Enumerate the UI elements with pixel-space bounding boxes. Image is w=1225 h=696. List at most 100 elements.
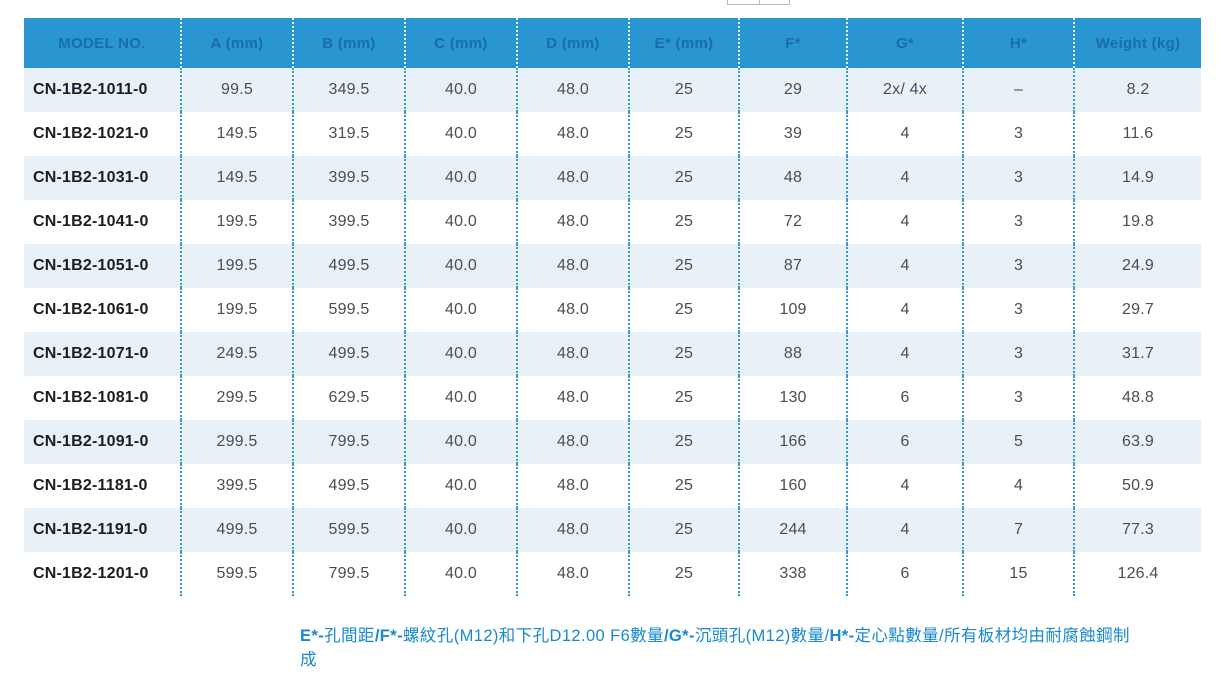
table-body: CN-1B2-1011-0 99.5 349.5 40.0 48.0 25 29 2x/ 4x…	[24, 68, 1201, 596]
value-cell: 25	[628, 288, 738, 332]
value-cell: 6	[846, 552, 962, 596]
model-no-cell: CN-1B2-1181-0	[24, 464, 180, 508]
value-cell: 25	[628, 464, 738, 508]
value-cell: 25	[628, 420, 738, 464]
value-cell: 15	[962, 552, 1073, 596]
footnote-key: /G*-	[663, 627, 695, 645]
value-cell: 39	[738, 112, 846, 156]
value-cell: 25	[628, 68, 738, 112]
value-cell: 4	[846, 464, 962, 508]
value-cell: 244	[738, 508, 846, 552]
value-cell: 3	[962, 244, 1073, 288]
value-cell: 160	[738, 464, 846, 508]
model-no-cell: CN-1B2-1091-0	[24, 420, 180, 464]
value-cell: 48	[738, 156, 846, 200]
table-row: CN-1B2-1021-0 149.5 319.5 40.0 48.0 25 39 4 3 11.…	[24, 112, 1201, 156]
table-row: CN-1B2-1071-0 249.5 499.5 40.0 48.0 25 88 4 3 31.…	[24, 332, 1201, 376]
model-no-cell: CN-1B2-1021-0	[24, 112, 180, 156]
value-cell: 2x/ 4x	[846, 68, 962, 112]
value-cell: 4	[846, 508, 962, 552]
value-cell: 7	[962, 508, 1073, 552]
value-cell: 799.5	[292, 420, 404, 464]
column-header-cmm: C (mm)	[404, 18, 516, 68]
value-cell: 629.5	[292, 376, 404, 420]
value-cell: 25	[628, 552, 738, 596]
value-cell: 349.5	[292, 68, 404, 112]
model-no-cell: CN-1B2-1201-0	[24, 552, 180, 596]
value-cell: 40.0	[404, 156, 516, 200]
value-cell: 48.0	[516, 68, 628, 112]
value-cell: 11.6	[1073, 112, 1201, 156]
table-row: CN-1B2-1041-0 199.5 399.5 40.0 48.0 25 72 4 3 19.…	[24, 200, 1201, 244]
value-cell: 40.0	[404, 244, 516, 288]
value-cell: 48.0	[516, 200, 628, 244]
footnote-key: H*-	[829, 627, 855, 645]
header-row: MODEL NO. A (mm) B (mm) C (mm) D (mm) E* (mm)…	[24, 18, 1201, 68]
value-cell: 126.4	[1073, 552, 1201, 596]
column-header-dmm: D (mm)	[516, 18, 628, 68]
value-cell: 199.5	[180, 200, 292, 244]
value-cell: 6	[846, 420, 962, 464]
value-cell: 40.0	[404, 508, 516, 552]
value-cell: 6	[846, 376, 962, 420]
value-cell: 4	[846, 200, 962, 244]
footnote: E*-孔間距/F*-螺紋孔(M12)和下孔D12.00 F6數量/G*-沉頭孔(…	[300, 624, 1134, 672]
value-cell: 25	[628, 156, 738, 200]
model-no-cell: CN-1B2-1071-0	[24, 332, 180, 376]
value-cell: 40.0	[404, 464, 516, 508]
value-cell: 40.0	[404, 288, 516, 332]
value-cell: 399.5	[292, 156, 404, 200]
value-cell: 199.5	[180, 288, 292, 332]
footnote-text: 螺紋孔(M12)和下孔D12.00 F6數量	[403, 627, 664, 645]
value-cell: 3	[962, 112, 1073, 156]
table-row: CN-1B2-1031-0 149.5 399.5 40.0 48.0 25 48 4 3 14.…	[24, 156, 1201, 200]
value-cell: 40.0	[404, 112, 516, 156]
value-cell: 99.5	[180, 68, 292, 112]
value-cell: 3	[962, 200, 1073, 244]
value-cell: 48.0	[516, 552, 628, 596]
value-cell: 29	[738, 68, 846, 112]
value-cell: 48.0	[516, 288, 628, 332]
value-cell: 5	[962, 420, 1073, 464]
value-cell: 4	[846, 156, 962, 200]
table-row: CN-1B2-1081-0 299.5 629.5 40.0 48.0 25 130 6 3 48…	[24, 376, 1201, 420]
column-header-bmm: B (mm)	[292, 18, 404, 68]
value-cell: 4	[846, 332, 962, 376]
column-header-f: F*	[738, 18, 846, 68]
model-no-cell: CN-1B2-1051-0	[24, 244, 180, 288]
value-cell: 299.5	[180, 376, 292, 420]
model-no-cell: CN-1B2-1061-0	[24, 288, 180, 332]
value-cell: 25	[628, 508, 738, 552]
value-cell: 31.7	[1073, 332, 1201, 376]
value-cell: 4	[846, 112, 962, 156]
model-no-cell: CN-1B2-1031-0	[24, 156, 180, 200]
value-cell: 249.5	[180, 332, 292, 376]
column-header-weightkg: Weight (kg)	[1073, 18, 1201, 68]
value-cell: 499.5	[292, 244, 404, 288]
value-cell: 48.0	[516, 244, 628, 288]
value-cell: 25	[628, 332, 738, 376]
value-cell: 25	[628, 112, 738, 156]
model-no-cell: CN-1B2-1081-0	[24, 376, 180, 420]
value-cell: 599.5	[292, 288, 404, 332]
value-cell: 48.8	[1073, 376, 1201, 420]
model-no-cell: CN-1B2-1191-0	[24, 508, 180, 552]
footnote-key: E*-	[300, 627, 325, 645]
table-header: MODEL NO. A (mm) B (mm) C (mm) D (mm) E* (mm)…	[24, 18, 1201, 68]
footnote-text: 孔間距	[324, 627, 375, 645]
value-cell: 199.5	[180, 244, 292, 288]
value-cell: 4	[962, 464, 1073, 508]
value-cell: 87	[738, 244, 846, 288]
table-row: CN-1B2-1011-0 99.5 349.5 40.0 48.0 25 29 2x/ 4x…	[24, 68, 1201, 112]
value-cell: 319.5	[292, 112, 404, 156]
value-cell: 4	[846, 288, 962, 332]
value-cell: 499.5	[292, 464, 404, 508]
value-cell: 130	[738, 376, 846, 420]
value-cell: 3	[962, 288, 1073, 332]
value-cell: 77.3	[1073, 508, 1201, 552]
value-cell: 14.9	[1073, 156, 1201, 200]
value-cell: 3	[962, 332, 1073, 376]
value-cell: 88	[738, 332, 846, 376]
footnote-text: 沉頭孔(M12)數量/	[694, 627, 830, 645]
